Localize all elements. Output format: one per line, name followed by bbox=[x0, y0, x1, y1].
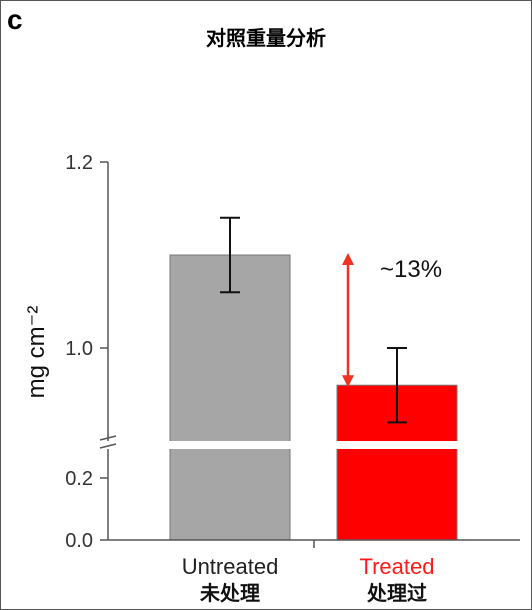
bar-break-gap-untreated bbox=[169, 441, 291, 449]
annotation-layer: ~13% bbox=[342, 253, 442, 388]
y-tick-label: 1.2 bbox=[65, 152, 93, 174]
bar-untreated bbox=[169, 254, 291, 541]
bar-break-gap-treated bbox=[336, 441, 458, 449]
ticks-layer: 0.0 0.2 1.0 1.2 bbox=[65, 152, 108, 552]
category-label-treated: Treated bbox=[359, 554, 434, 579]
axis-break-mark-top bbox=[99, 435, 117, 441]
y-tick-label: 0.2 bbox=[65, 468, 93, 490]
y-axis-title: mg cm⁻² bbox=[23, 306, 50, 399]
difference-arrow-head-up bbox=[342, 253, 354, 265]
category-sublabel-untreated: 未处理 bbox=[200, 581, 260, 605]
category-sublabel-treated: 处理过 bbox=[366, 581, 427, 605]
bars-layer bbox=[169, 216, 458, 541]
category-label-untreated: Untreated bbox=[182, 554, 279, 579]
difference-annotation: ~13% bbox=[380, 256, 442, 283]
panel-label: c bbox=[7, 4, 23, 35]
y-tick-label: 0.0 bbox=[65, 530, 93, 552]
axis-break-mark-bottom bbox=[99, 443, 117, 449]
difference-arrow-head-down bbox=[342, 375, 354, 388]
axis-layer bbox=[99, 162, 520, 548]
chart-title: 对照重量分析 bbox=[206, 26, 326, 50]
y-tick-label: 1.0 bbox=[65, 338, 93, 360]
